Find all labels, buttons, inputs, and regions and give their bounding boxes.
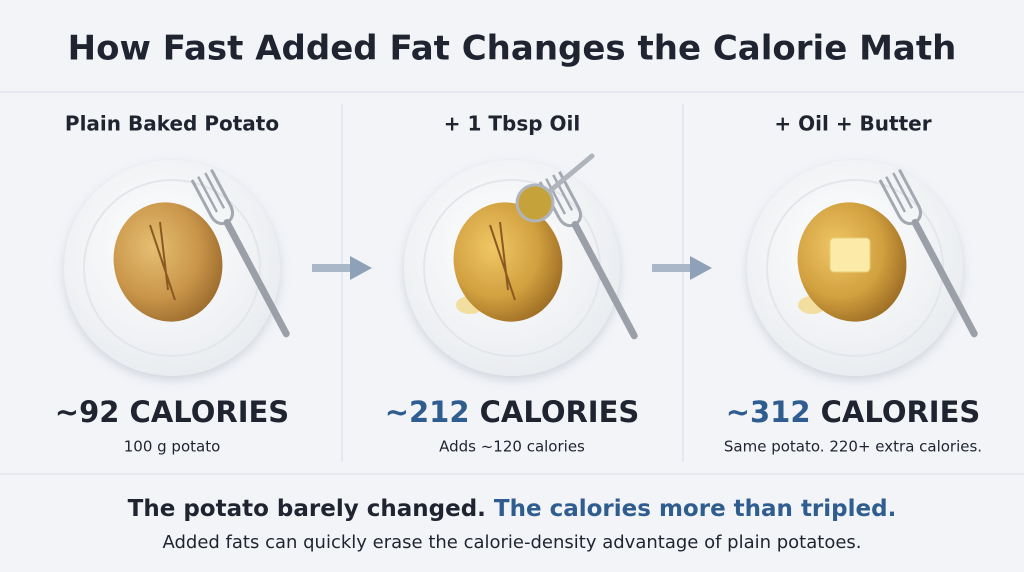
calories-unit: CALORIES bbox=[480, 395, 640, 429]
panel-heading: + 1 Tbsp Oil bbox=[444, 112, 580, 136]
footer-highlight: The calories more than tripled. bbox=[494, 496, 896, 522]
calories-unit: CALORIES bbox=[821, 395, 981, 429]
panel-heading: + Oil + Butter bbox=[774, 112, 931, 136]
footer-headline: The potato barely changed. The calories … bbox=[128, 496, 897, 522]
panel-note: Adds ~120 calories bbox=[439, 438, 585, 456]
butter-potato-image bbox=[747, 160, 984, 376]
oil-potato-image bbox=[404, 153, 644, 376]
title: How Fast Added Fat Changes the Calorie M… bbox=[68, 29, 957, 69]
calories: ~92 CALORIES bbox=[55, 395, 289, 429]
panel-note: 100 g potato bbox=[124, 438, 221, 456]
calories: ~212 CALORIES bbox=[385, 395, 640, 429]
calories-value: ~212 bbox=[385, 395, 470, 429]
panel-heading: Plain Baked Potato bbox=[65, 112, 279, 136]
calories-value: ~312 bbox=[726, 395, 811, 429]
footer-lead: The potato barely changed. bbox=[128, 496, 486, 522]
footer-note: Added fats can quickly erase the calorie… bbox=[162, 532, 861, 553]
arrow bbox=[312, 256, 372, 280]
calories-value: ~92 bbox=[55, 395, 120, 429]
calories-unit: CALORIES bbox=[130, 395, 290, 429]
arrow bbox=[652, 256, 712, 280]
calories: ~312 CALORIES bbox=[726, 395, 981, 429]
plain-potato-image bbox=[64, 160, 296, 376]
panel-note: Same potato. 220+ extra calories. bbox=[724, 438, 982, 456]
